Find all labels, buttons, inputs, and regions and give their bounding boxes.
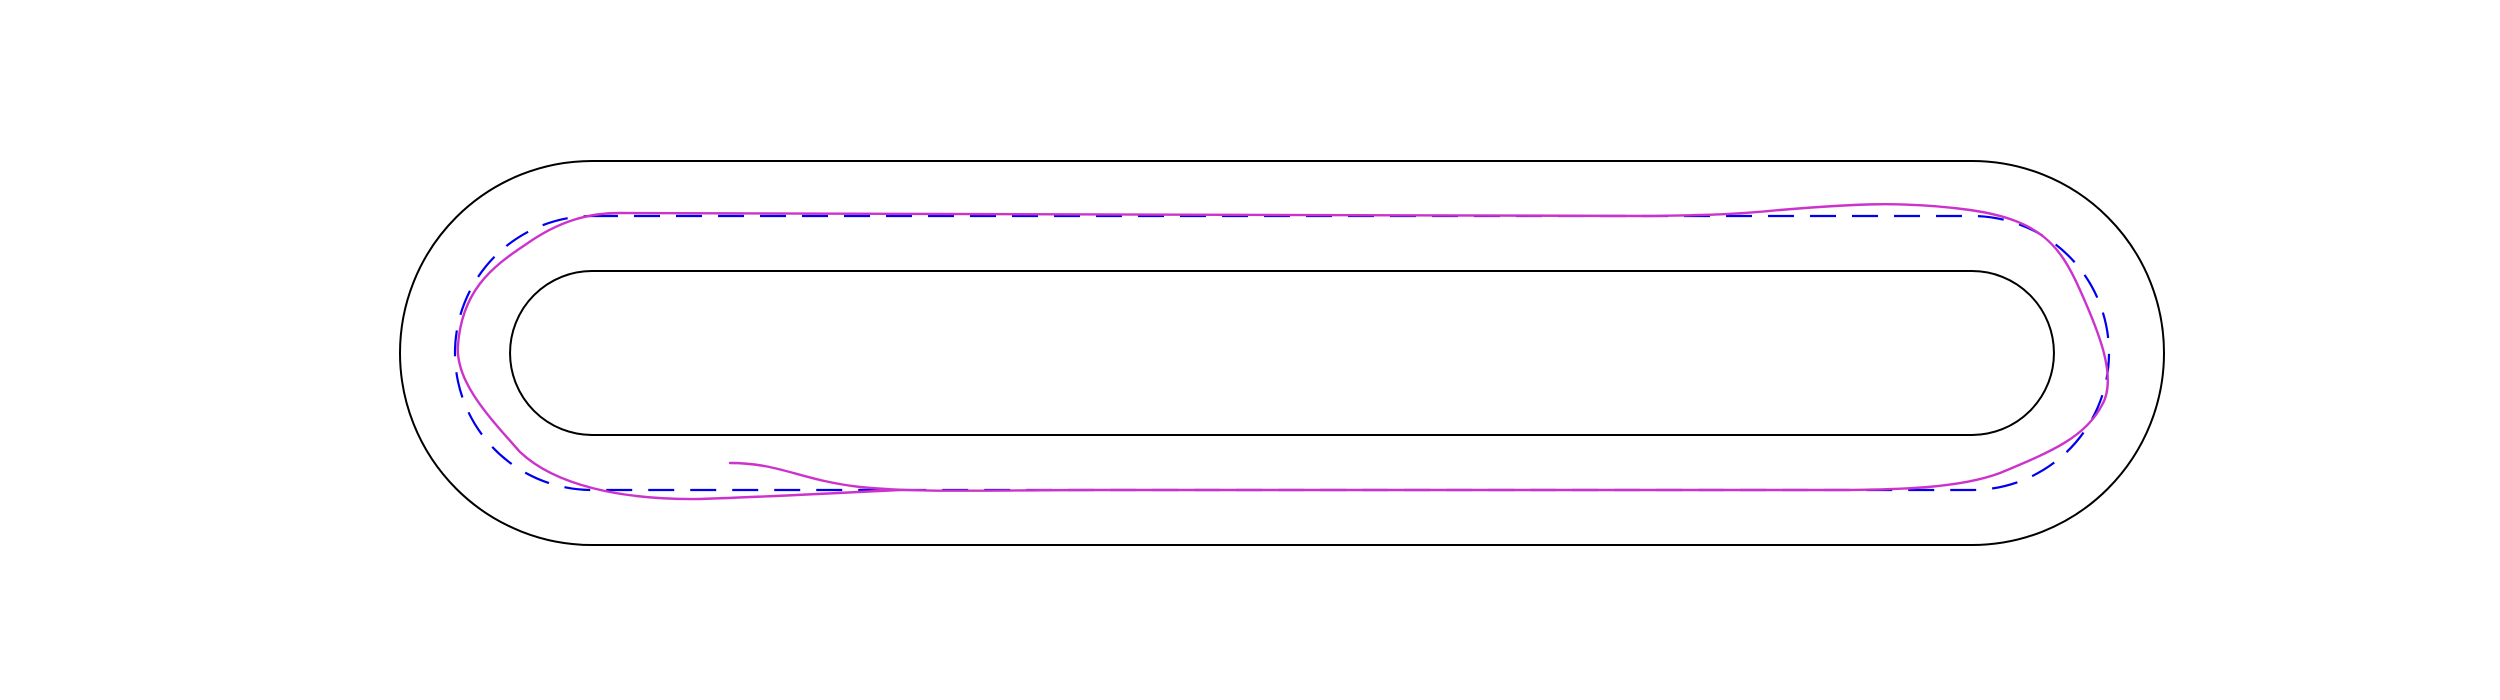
driven-trajectory [456,203,2110,501]
outer-boundary [399,160,2165,546]
reference-centerline [453,214,2111,492]
inner-boundary [509,270,2055,436]
